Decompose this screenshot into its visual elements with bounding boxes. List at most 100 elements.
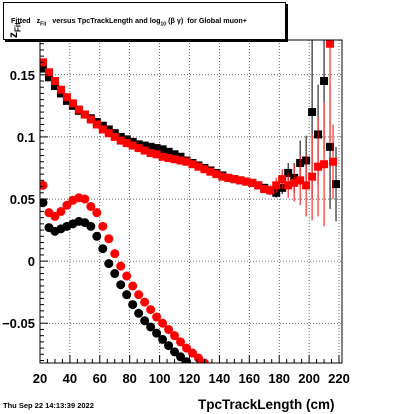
data-point-circle: [62, 200, 72, 210]
data-point-square: [80, 110, 89, 119]
title-mid: versus TpcTrackLength and log: [52, 16, 161, 25]
data-point-square: [272, 181, 281, 190]
data-point-circle: [158, 318, 168, 328]
data-point-square: [164, 154, 173, 163]
data-point-square: [56, 85, 65, 94]
data-point-square: [44, 68, 53, 77]
data-point-circle: [140, 297, 150, 307]
data-point-circle: [207, 362, 213, 363]
data-point-circle: [92, 208, 102, 218]
data-point-square: [296, 176, 305, 185]
data-point-square: [320, 76, 329, 85]
data-point-circle: [50, 211, 60, 221]
x-tick-label: 140: [209, 371, 231, 386]
data-point-square: [140, 141, 149, 150]
y-tick-label: 0.1: [17, 130, 35, 145]
data-point-circle: [80, 194, 90, 204]
y-tick-label: 0.15: [10, 68, 35, 83]
data-point-square: [182, 157, 191, 166]
data-point-circle: [189, 362, 196, 363]
data-point-circle: [170, 331, 180, 341]
x-tick-label: 200: [298, 371, 320, 386]
data-point-square: [200, 165, 209, 174]
data-point-circle: [170, 347, 180, 357]
x-tick-label: 220: [328, 371, 350, 386]
data-point-circle: [86, 201, 96, 211]
data-point-circle: [176, 337, 186, 347]
data-point-square: [170, 150, 179, 159]
data-point-circle: [158, 334, 168, 344]
data-point-circle: [193, 353, 203, 363]
data-point-circle: [110, 249, 120, 259]
data-point-square: [218, 172, 227, 181]
data-point-square: [152, 150, 161, 159]
title-suffix: for Global muon+: [187, 16, 247, 25]
data-point-circle: [128, 300, 138, 310]
data-point-square: [248, 178, 257, 187]
data-point-square: [86, 115, 95, 124]
title-z: z: [36, 16, 41, 25]
x-tick-label: 80: [122, 371, 136, 386]
data-point-circle: [40, 180, 48, 190]
series-layer: [40, 40, 341, 363]
data-point-square: [176, 156, 185, 165]
x-tick-label: 20: [33, 371, 47, 386]
timestamp: Thu Sep 22 14:13:39 2022: [3, 401, 94, 410]
data-point-square: [44, 73, 53, 82]
data-point-circle: [128, 281, 138, 291]
data-point-circle: [182, 357, 192, 363]
title-log-sub: 10: [160, 21, 167, 28]
data-point-square: [152, 144, 161, 153]
data-point-square: [332, 180, 341, 189]
data-point-square: [146, 149, 155, 158]
data-point-square: [212, 170, 221, 179]
data-point-square: [284, 181, 293, 190]
data-point-circle: [152, 328, 162, 338]
data-point-square: [236, 176, 245, 185]
data-point-square: [122, 139, 131, 148]
data-point-square: [224, 173, 233, 182]
series-group: [40, 40, 341, 363]
data-point-circle: [134, 308, 144, 318]
data-point-circle: [176, 352, 186, 362]
x-tick-label: 100: [149, 371, 171, 386]
chart-title: Fitted zFit versus TpcTrackLength and lo…: [11, 16, 247, 27]
data-point-circle: [182, 343, 192, 353]
plot-frame: [39, 39, 343, 364]
data-point-square: [98, 125, 107, 134]
data-point-square: [68, 99, 77, 108]
x-tick-label: 180: [268, 371, 290, 386]
y-tick-label: 0.05: [10, 192, 35, 207]
data-point-square: [104, 129, 113, 138]
data-point-square: [74, 105, 83, 114]
data-point-circle: [92, 231, 102, 241]
data-point-square: [329, 157, 338, 166]
data-point-circle: [164, 341, 174, 351]
data-point-square: [254, 181, 263, 190]
data-point-circle: [134, 290, 144, 300]
data-point-square: [194, 162, 203, 171]
data-point-square: [260, 185, 269, 194]
data-point-square: [92, 120, 101, 129]
data-point-square: [320, 160, 329, 169]
data-point-circle: [122, 290, 132, 300]
data-point-square: [158, 152, 167, 161]
data-point-square: [164, 147, 173, 156]
data-point-square: [278, 175, 287, 184]
data-point-circle: [152, 312, 162, 322]
y-tick-label: 0: [28, 254, 35, 269]
data-point-circle: [140, 316, 150, 326]
x-tick-label: 120: [179, 371, 201, 386]
data-point-square: [266, 186, 275, 195]
data-point-square: [134, 144, 143, 153]
title-z-sub: Fit: [40, 21, 47, 28]
data-point-square: [146, 142, 155, 151]
axes: 20 40 60 80 100 120 140 160 180 200 220 −0.05 0 0.05 0…: [2, 43, 350, 386]
data-point-square: [50, 76, 59, 85]
data-point-circle: [104, 234, 114, 244]
grid: [40, 40, 342, 363]
data-point-square: [170, 155, 179, 164]
data-point-square: [290, 178, 299, 187]
data-point-circle: [116, 261, 126, 271]
